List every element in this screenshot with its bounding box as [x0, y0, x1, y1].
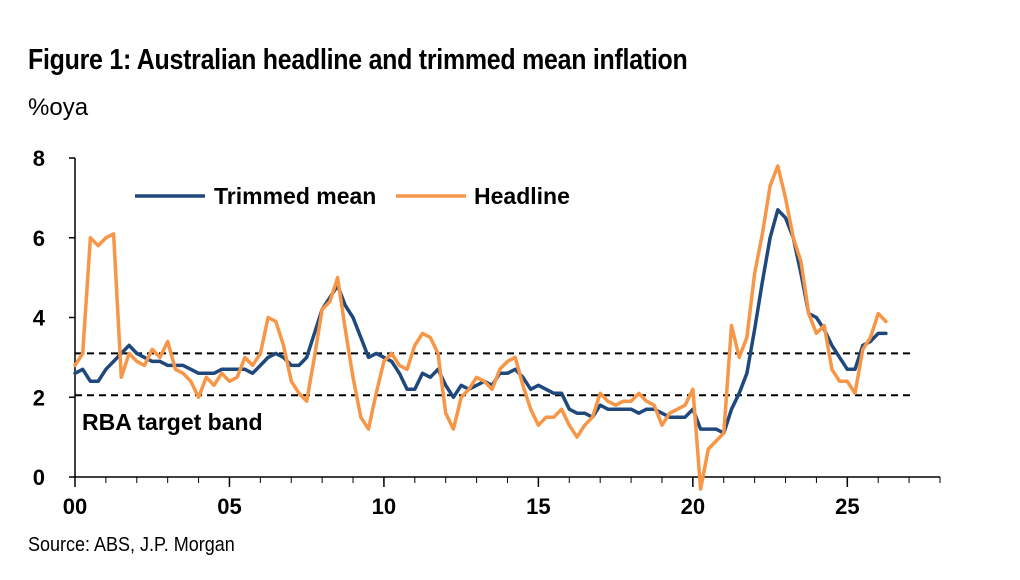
y-tick-label: 6: [33, 226, 45, 251]
series-layer: [73, 164, 888, 491]
x-tick-label: 05: [217, 494, 241, 519]
y-tick-label: 8: [33, 146, 45, 171]
legend-trimmed-mean-label: Trimmed mean: [214, 183, 376, 209]
axes: 0 2 4 6 8 00 05 10 15 20 25: [33, 146, 941, 519]
y-tick-label: 0: [33, 465, 45, 490]
legend-headline-label: Headline: [474, 183, 570, 209]
x-tick-label: 00: [63, 494, 87, 519]
y-tick-label: 4: [33, 306, 46, 331]
headline-line: [73, 164, 888, 491]
source-note: Source: ABS, J.P. Morgan: [28, 534, 235, 556]
trimmed-mean-line: [73, 208, 888, 435]
y-unit-label: %oya: [28, 94, 89, 121]
y-tick-label: 2: [33, 385, 45, 410]
x-tick-label: 10: [372, 494, 396, 519]
x-tick-label: 25: [835, 494, 859, 519]
chart-title: Figure 1: Australian headline and trimme…: [28, 44, 688, 76]
rba-band-label: RBA target band: [82, 409, 263, 435]
x-tick-label: 15: [526, 494, 550, 519]
x-tick-label: 20: [681, 494, 705, 519]
legend: Trimmed mean Headline: [135, 183, 570, 209]
